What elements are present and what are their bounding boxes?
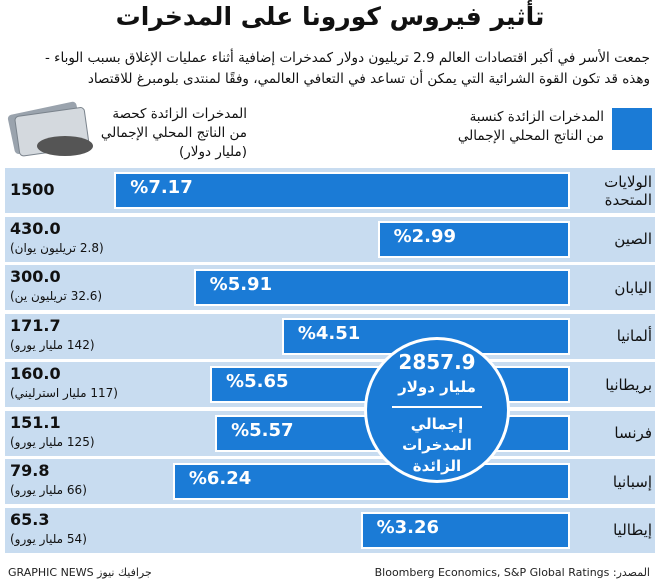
bar: [195, 271, 568, 304]
total-unit: مليار دولار: [398, 378, 476, 396]
savings-value: 160.0: [10, 364, 61, 383]
source: المصدر: Bloomberg Economics, S&P Global …: [374, 566, 650, 579]
local-currency: (142 مليار يورو): [10, 337, 95, 352]
category-label: فرنسا: [614, 424, 652, 442]
bar-label: %5.57: [231, 419, 294, 441]
bar: [379, 222, 568, 256]
total-divider: [392, 406, 482, 408]
savings-value: 430.0: [10, 218, 61, 238]
local-currency: (66 مليار يورو): [10, 483, 87, 497]
local-currency: (2.8 تريليون يوان): [10, 240, 104, 255]
legend-swatch: [612, 108, 652, 150]
local-currency: (117 مليار استرليني): [10, 386, 118, 400]
savings-value: 79.8: [10, 461, 50, 480]
local-currency: (125 مليار يورو): [10, 434, 95, 449]
bar-label: %5.91: [209, 274, 273, 295]
bar-label: %7.17: [130, 177, 193, 198]
bar: [116, 174, 568, 207]
bar: [362, 513, 568, 547]
bar-label: %6.24: [188, 468, 252, 489]
total-value: 2857.9: [398, 350, 476, 374]
savings-value: 171.7: [10, 315, 61, 335]
local-currency: (32.6 تريليون ين): [10, 289, 103, 303]
chart-title: تأثير فيروس كورونا على المدخرات: [115, 2, 545, 31]
category-label: الولايات المتحدة: [604, 172, 652, 209]
legend-savings: المدخرات الزائدة كحصة من الناتج المحلي ا…: [100, 106, 247, 160]
total-circle: [367, 340, 507, 480]
category-label: بريطانيا: [605, 375, 652, 394]
local-currency: (54 مليار يورو): [10, 531, 87, 546]
savings-value: 65.3: [10, 509, 50, 529]
savings-value: 151.1: [10, 412, 61, 432]
savings-value: 1500: [10, 180, 55, 199]
category-label: اليابان: [614, 278, 652, 297]
subtitle-line: جمعت الأسر في أكبر اقتصادات العالم 2.9 ت…: [44, 50, 650, 66]
category-label: الصين: [614, 230, 652, 248]
total-label: إجمالي المدخرات الزائدة: [402, 415, 472, 475]
bar: [174, 465, 568, 498]
category-label: إيطاليا: [613, 521, 652, 539]
subtitle-line: وهذه قد تكون القوة الشرائية التي يمكن أن…: [87, 71, 650, 87]
credit: GRAPHIC NEWS جرافيك نيوز: [8, 566, 152, 579]
money-icon: [7, 101, 93, 157]
category-label: إسبانيا: [612, 472, 652, 491]
category-label: ألمانيا: [616, 327, 652, 345]
savings-value: 300.0: [10, 267, 61, 286]
legend-share: المدخرات الزائدة كنسبة من الناتج المحلي …: [457, 109, 604, 144]
bar-label: %4.51: [297, 322, 361, 344]
bar-label: %3.26: [376, 516, 440, 538]
bar-label: %2.99: [393, 225, 457, 247]
bar-label: %5.65: [226, 371, 289, 392]
